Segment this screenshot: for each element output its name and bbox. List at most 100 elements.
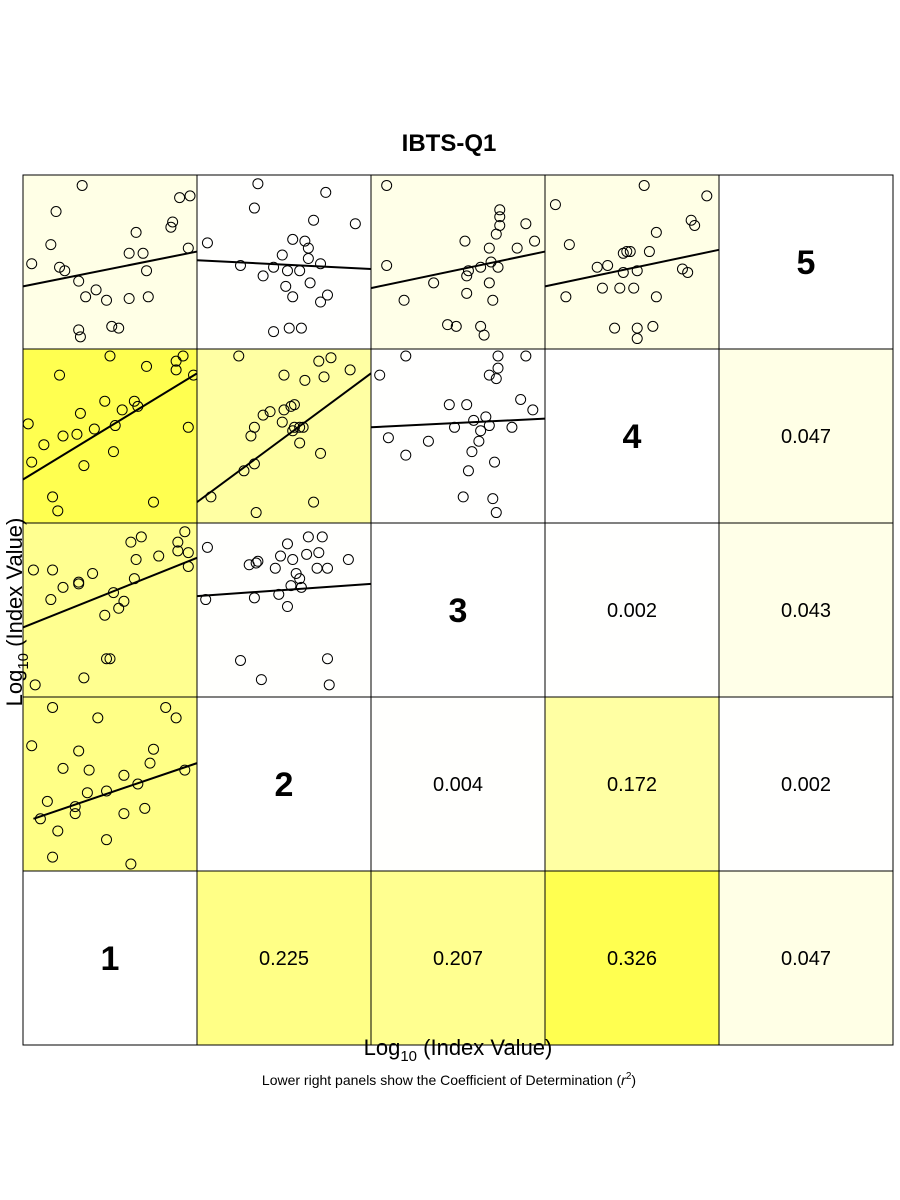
point-3-5-0 xyxy=(381,179,393,191)
fit-line-2-4 xyxy=(196,372,372,503)
point-2-3-12 xyxy=(269,562,281,574)
point-3-5-5 xyxy=(490,228,502,240)
point-2-3-7 xyxy=(313,547,325,559)
point-3-4-1 xyxy=(492,350,504,362)
point-1-4-3 xyxy=(170,364,182,376)
point-3-5-15 xyxy=(461,270,473,282)
point-3-4-6 xyxy=(374,369,386,381)
point-3-5-4 xyxy=(520,218,532,230)
x-axis-label-rest: (Index Value) xyxy=(417,1035,552,1060)
point-2-5-7 xyxy=(299,235,311,247)
point-3-4-22 xyxy=(400,449,412,461)
point-1-5-11 xyxy=(59,265,71,277)
point-1-2-17 xyxy=(139,802,151,814)
point-3-5-19 xyxy=(487,294,499,306)
point-3-5-7 xyxy=(483,242,495,254)
point-2-5-20 xyxy=(315,296,327,308)
point-3-4-0 xyxy=(400,350,412,362)
r2-cell-3-4 xyxy=(544,522,720,698)
point-3-4-10 xyxy=(527,404,539,416)
fit-line-1-4 xyxy=(22,372,198,481)
point-1-3-6 xyxy=(27,564,39,576)
point-1-2-23 xyxy=(125,858,137,870)
point-2-3-24 xyxy=(235,654,246,666)
point-1-3-4 xyxy=(130,554,142,566)
point-3-5-6 xyxy=(459,235,471,247)
point-1-2-13 xyxy=(101,785,113,797)
point-1-2-11 xyxy=(118,769,130,781)
point-3-4-8 xyxy=(461,399,473,411)
point-1-5-1 xyxy=(50,206,62,218)
point-3-5-20 xyxy=(398,294,410,306)
point-2-4-18 xyxy=(294,437,306,449)
point-1-5-3 xyxy=(165,221,177,233)
diag-cell-1 xyxy=(22,870,198,1046)
point-2-3-4 xyxy=(275,550,287,562)
r2-cell-1-2 xyxy=(196,870,372,1046)
point-2-3-6 xyxy=(301,548,313,560)
diag-cell-2 xyxy=(196,696,372,872)
point-2-4-24 xyxy=(250,507,262,519)
point-1-5-4 xyxy=(167,216,179,228)
point-1-5-5 xyxy=(130,226,142,238)
point-2-3-3 xyxy=(316,531,328,543)
point-4-5-5 xyxy=(650,226,662,238)
point-3-4-13 xyxy=(468,414,480,426)
point-2-5-4 xyxy=(349,218,361,230)
point-2-5-9 xyxy=(276,249,288,261)
point-3-5-1 xyxy=(494,204,506,216)
point-4-5-7 xyxy=(643,246,655,258)
r2-cell-2-3 xyxy=(370,696,546,872)
point-3-4-3 xyxy=(492,362,504,374)
fit-line-1-2 xyxy=(33,762,198,820)
diag-label-2: 2 xyxy=(275,766,294,804)
r2-cell-4-5 xyxy=(718,348,894,524)
point-4-5-0 xyxy=(638,179,650,191)
point-3-4-19 xyxy=(422,435,434,447)
point-3-4-5 xyxy=(490,373,502,385)
r2-label-3-4: 0.002 xyxy=(607,600,657,622)
point-1-2-9 xyxy=(83,764,95,776)
diag-label-3: 3 xyxy=(449,592,468,630)
point-1-2-22 xyxy=(101,834,113,846)
fit-line-4-5 xyxy=(544,248,720,288)
panel-grid: 1 2 3 4 5 0.225 0.207 0.326 0.047 0.004 0.172 0.002… xyxy=(22,174,894,1046)
point-1-3-17 xyxy=(118,595,130,607)
fit-line-3-5 xyxy=(370,250,546,290)
point-2-5-5 xyxy=(201,237,213,249)
point-4-5-11 xyxy=(591,261,603,273)
point-2-3-23 xyxy=(255,674,267,686)
scatter-cell-1-2 xyxy=(22,696,198,872)
point-2-4-23 xyxy=(308,496,320,508)
point-2-5-6 xyxy=(287,233,299,245)
r2-cell-2-5 xyxy=(718,696,894,872)
point-1-2-6 xyxy=(73,745,85,757)
point-1-4-1 xyxy=(170,355,182,367)
point-1-4-22 xyxy=(52,505,64,517)
point-2-5-2 xyxy=(248,202,260,214)
point-1-5-23 xyxy=(74,331,86,343)
point-3-4-18 xyxy=(382,432,394,444)
point-3-4-24 xyxy=(457,491,469,503)
fit-line-2-3 xyxy=(196,582,372,598)
r2-cell-1-3 xyxy=(370,870,546,1046)
scatter-cell-4-5 xyxy=(544,174,720,350)
point-2-4-10 xyxy=(264,406,276,418)
point-1-5-2 xyxy=(174,192,186,204)
point-1-4-20 xyxy=(26,456,38,468)
point-1-4-12 xyxy=(74,407,86,419)
point-3-4-4 xyxy=(483,369,495,381)
point-2-3-22 xyxy=(322,653,333,665)
point-2-4-12 xyxy=(276,416,288,428)
point-1-5-17 xyxy=(123,293,135,305)
point-3-4-14 xyxy=(475,425,487,437)
point-2-5-11 xyxy=(315,258,327,270)
point-2-5-18 xyxy=(280,280,292,292)
point-2-3-20 xyxy=(285,580,297,592)
x-axis-label: Log10 (Index Value) xyxy=(364,1035,553,1065)
point-1-3-5 xyxy=(172,545,184,557)
point-2-4-13 xyxy=(294,421,306,433)
point-1-5-16 xyxy=(101,294,113,306)
point-2-5-15 xyxy=(235,259,246,271)
